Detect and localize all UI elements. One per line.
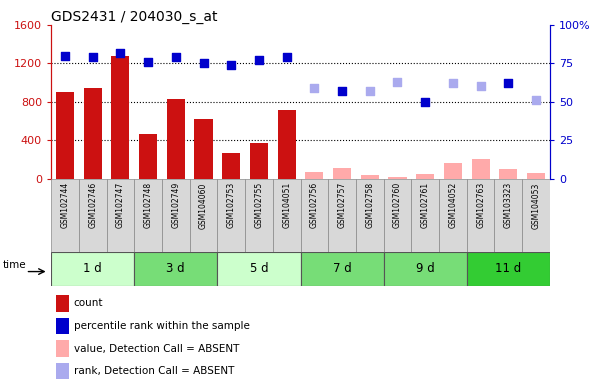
Point <box>88 54 97 60</box>
Bar <box>278 111 296 179</box>
Text: GSM102760: GSM102760 <box>393 182 402 228</box>
Bar <box>245 179 273 252</box>
Text: GDS2431 / 204030_s_at: GDS2431 / 204030_s_at <box>51 10 218 24</box>
Bar <box>356 179 383 252</box>
Text: GSM102747: GSM102747 <box>116 182 125 228</box>
Bar <box>522 179 550 252</box>
Bar <box>190 179 218 252</box>
Text: percentile rank within the sample: percentile rank within the sample <box>73 321 249 331</box>
Text: time: time <box>2 260 26 270</box>
Bar <box>467 179 495 252</box>
Bar <box>439 179 467 252</box>
Bar <box>51 179 79 252</box>
Text: GSM102763: GSM102763 <box>476 182 485 228</box>
Text: 9 d: 9 d <box>416 262 435 275</box>
Bar <box>84 88 102 179</box>
Point <box>199 60 209 66</box>
Point <box>60 53 70 59</box>
Bar <box>250 143 268 179</box>
Bar <box>218 179 245 252</box>
Bar <box>472 159 490 179</box>
Point <box>310 85 319 91</box>
Point <box>254 57 264 63</box>
Bar <box>162 179 190 252</box>
Text: 7 d: 7 d <box>333 262 352 275</box>
Text: GSM104052: GSM104052 <box>448 182 457 228</box>
Bar <box>305 172 323 179</box>
Bar <box>79 179 106 252</box>
Text: 3 d: 3 d <box>166 262 185 275</box>
Point <box>448 80 458 86</box>
Bar <box>134 179 162 252</box>
Point <box>143 59 153 65</box>
Bar <box>361 175 379 179</box>
Text: 5 d: 5 d <box>249 262 268 275</box>
Text: GSM102749: GSM102749 <box>171 182 180 228</box>
Bar <box>56 318 69 334</box>
Bar <box>56 92 74 179</box>
Bar <box>56 295 69 311</box>
Text: value, Detection Call = ABSENT: value, Detection Call = ABSENT <box>73 344 239 354</box>
Bar <box>167 99 185 179</box>
Bar <box>416 174 434 179</box>
Bar <box>411 179 439 252</box>
Bar <box>195 119 213 179</box>
Point <box>504 80 513 86</box>
Bar <box>527 173 545 179</box>
Text: GSM102758: GSM102758 <box>365 182 374 228</box>
Bar <box>218 252 300 286</box>
Text: GSM103323: GSM103323 <box>504 182 513 228</box>
Text: GSM102753: GSM102753 <box>227 182 236 228</box>
Text: GSM104060: GSM104060 <box>199 182 208 228</box>
Point <box>282 54 291 60</box>
Point <box>476 83 486 89</box>
Text: 1 d: 1 d <box>84 262 102 275</box>
Text: GSM102757: GSM102757 <box>338 182 347 228</box>
Bar <box>388 177 406 179</box>
Bar <box>56 341 69 357</box>
Bar <box>333 168 351 179</box>
Bar <box>499 169 517 179</box>
Text: GSM102746: GSM102746 <box>88 182 97 228</box>
Bar <box>300 252 383 286</box>
Bar <box>106 179 134 252</box>
Point <box>171 54 181 60</box>
Point <box>392 79 402 85</box>
Text: GSM102744: GSM102744 <box>61 182 70 228</box>
Text: GSM102761: GSM102761 <box>421 182 430 228</box>
Point <box>337 88 347 94</box>
Bar <box>56 363 69 379</box>
Bar <box>444 163 462 179</box>
Point <box>227 62 236 68</box>
Text: GSM104051: GSM104051 <box>282 182 291 228</box>
Text: GSM102756: GSM102756 <box>310 182 319 228</box>
Bar <box>134 252 218 286</box>
Text: 11 d: 11 d <box>495 262 522 275</box>
Bar <box>111 56 129 179</box>
Text: GSM104053: GSM104053 <box>531 182 540 228</box>
Point <box>365 88 374 94</box>
Bar <box>139 134 157 179</box>
Point <box>421 99 430 105</box>
Bar <box>300 179 328 252</box>
Bar <box>495 179 522 252</box>
Text: count: count <box>73 298 103 308</box>
Text: GSM102748: GSM102748 <box>144 182 153 228</box>
Point <box>531 97 541 103</box>
Bar <box>467 252 550 286</box>
Bar <box>51 252 134 286</box>
Text: GSM102755: GSM102755 <box>254 182 263 228</box>
Bar <box>383 252 467 286</box>
Bar <box>328 179 356 252</box>
Bar <box>383 179 411 252</box>
Bar <box>273 179 300 252</box>
Bar <box>222 153 240 179</box>
Point <box>115 50 125 56</box>
Text: rank, Detection Call = ABSENT: rank, Detection Call = ABSENT <box>73 366 234 376</box>
